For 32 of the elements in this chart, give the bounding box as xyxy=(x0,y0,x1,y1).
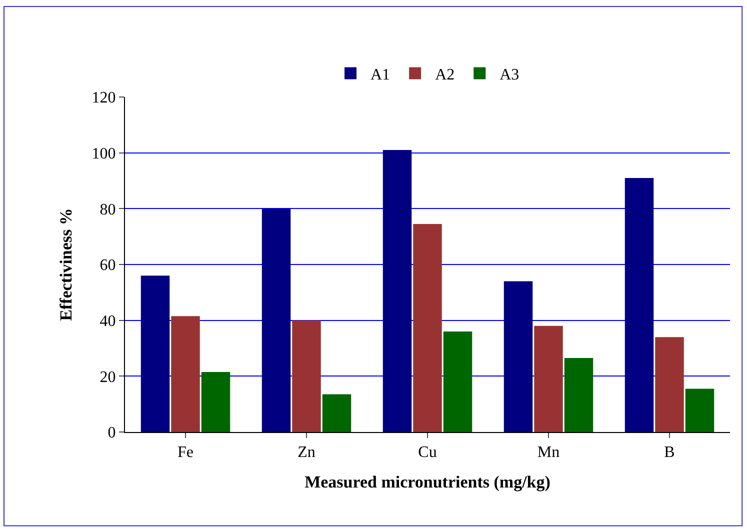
bar xyxy=(685,388,714,432)
bar xyxy=(322,394,352,432)
bar xyxy=(564,358,594,432)
bar xyxy=(624,178,654,432)
bar xyxy=(443,332,472,432)
x-tick-label: Mn xyxy=(537,444,560,462)
x-tick-label: Cu xyxy=(418,444,437,462)
bar xyxy=(201,372,230,432)
legend-label: A3 xyxy=(500,66,520,84)
y-tick-label: 0 xyxy=(108,424,116,442)
y-tick-label: 80 xyxy=(100,201,116,218)
bar xyxy=(292,320,321,432)
bar xyxy=(140,276,170,432)
bar xyxy=(262,208,291,432)
bar xyxy=(413,224,442,432)
bar xyxy=(534,326,563,432)
y-tick-label: 120 xyxy=(92,90,116,107)
bar xyxy=(171,316,200,432)
x-tick-label: Zn xyxy=(298,444,316,462)
x-tick-label: Fe xyxy=(178,444,194,462)
bar xyxy=(655,337,684,432)
legend-label: A1 xyxy=(370,66,390,84)
y-tick-label: 20 xyxy=(100,368,116,386)
x-axis-title: Measured micronutrients (mg/kg) xyxy=(304,472,550,492)
y-tick-label: 60 xyxy=(100,257,116,274)
bar xyxy=(504,281,533,432)
y-tick-label: 100 xyxy=(92,145,116,162)
legend-label: A2 xyxy=(435,66,455,84)
y-axis-title: Effectiviness % xyxy=(56,208,76,321)
y-tick-label: 40 xyxy=(100,312,116,330)
bar xyxy=(382,150,412,432)
x-tick-label: B xyxy=(664,444,675,462)
